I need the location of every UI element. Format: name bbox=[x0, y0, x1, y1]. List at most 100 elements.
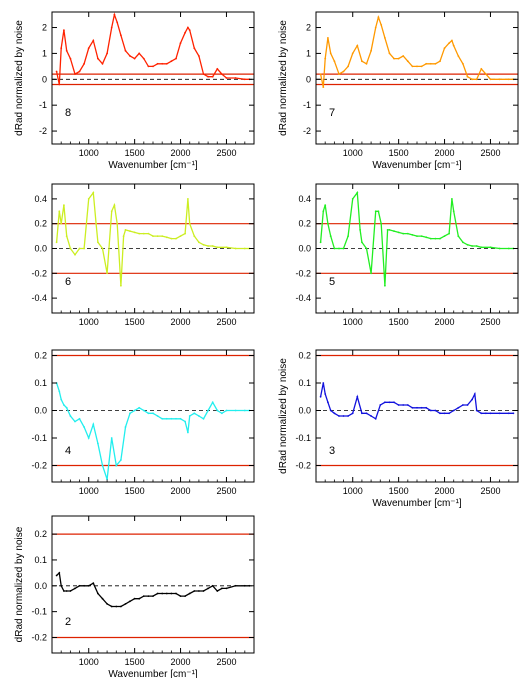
data-point bbox=[361, 60, 363, 63]
data-point bbox=[388, 52, 391, 55]
data-point bbox=[161, 62, 164, 65]
data-point bbox=[498, 247, 501, 250]
x-tick-label: 1500 bbox=[389, 486, 409, 496]
panel-label: 5 bbox=[329, 276, 335, 288]
data-point bbox=[97, 57, 99, 60]
data-point bbox=[243, 409, 246, 412]
y-tick-label: 2 bbox=[306, 23, 311, 33]
data-point bbox=[411, 406, 414, 409]
data-point bbox=[198, 590, 200, 592]
data-point bbox=[402, 55, 405, 57]
data-point bbox=[342, 70, 345, 73]
data-point bbox=[106, 272, 108, 275]
data-point bbox=[356, 44, 359, 47]
data-point bbox=[466, 75, 469, 78]
data-point bbox=[113, 204, 116, 207]
data-point bbox=[110, 605, 113, 608]
data-point bbox=[115, 464, 118, 467]
data-point bbox=[393, 401, 395, 404]
data-point bbox=[498, 78, 501, 81]
data-point bbox=[113, 13, 116, 16]
data-point bbox=[188, 592, 191, 595]
data-point bbox=[124, 426, 127, 428]
data-point bbox=[402, 404, 405, 406]
data-point bbox=[138, 597, 141, 600]
data-point bbox=[69, 415, 72, 417]
data-point bbox=[138, 406, 141, 409]
data-point bbox=[324, 204, 327, 207]
x-tick-label: 2000 bbox=[171, 317, 191, 327]
x-tick-label: 1500 bbox=[125, 657, 145, 667]
data-point bbox=[83, 62, 85, 65]
data-point bbox=[333, 247, 336, 250]
y-tick-label: 0.1 bbox=[34, 555, 47, 565]
data-point bbox=[451, 39, 453, 42]
y-tick-label: 0.2 bbox=[34, 529, 47, 539]
y-tick-label: -2 bbox=[303, 126, 311, 136]
data-point bbox=[216, 590, 219, 592]
data-point bbox=[116, 21, 119, 24]
data-point bbox=[120, 284, 122, 287]
data-point bbox=[225, 246, 228, 249]
data-point bbox=[347, 65, 349, 68]
data-point bbox=[124, 229, 127, 231]
data-point bbox=[443, 235, 446, 238]
series-line bbox=[55, 382, 250, 480]
data-point bbox=[471, 398, 473, 401]
data-point bbox=[457, 235, 460, 238]
data-point bbox=[124, 603, 127, 605]
data-point bbox=[60, 398, 63, 401]
data-point bbox=[361, 412, 363, 415]
data-point bbox=[386, 229, 389, 231]
data-point bbox=[416, 235, 418, 238]
data-point bbox=[156, 235, 159, 238]
y-tick-label: 0.0 bbox=[34, 244, 47, 254]
series-line bbox=[319, 382, 514, 420]
data-point bbox=[462, 404, 464, 406]
data-point bbox=[110, 210, 113, 213]
data-point bbox=[434, 237, 437, 240]
data-point bbox=[457, 406, 460, 409]
data-point bbox=[475, 78, 478, 81]
data-point bbox=[65, 406, 68, 409]
data-point bbox=[170, 60, 173, 63]
data-point bbox=[207, 75, 210, 78]
data-point bbox=[475, 245, 478, 247]
data-point bbox=[379, 404, 382, 406]
data-point bbox=[221, 73, 223, 75]
data-point bbox=[188, 415, 191, 417]
data-point bbox=[198, 55, 200, 57]
data-point bbox=[187, 431, 189, 434]
data-point bbox=[142, 409, 145, 412]
data-point bbox=[106, 478, 108, 481]
x-axis-label: Wavenumber [cm⁻¹] bbox=[108, 160, 198, 171]
data-point bbox=[406, 232, 409, 235]
data-point bbox=[327, 401, 329, 404]
y-tick-label: 0.2 bbox=[298, 351, 311, 361]
data-point bbox=[351, 52, 354, 55]
data-point bbox=[342, 247, 345, 250]
data-point bbox=[402, 232, 405, 235]
data-point bbox=[434, 409, 437, 412]
data-point bbox=[115, 605, 118, 608]
data-point bbox=[462, 241, 464, 244]
data-point bbox=[338, 73, 340, 75]
plot-frame bbox=[51, 11, 255, 145]
plot-frame bbox=[315, 11, 519, 145]
y-axis-label: dRad normalized by noise bbox=[278, 358, 289, 474]
y-tick-label: -0.4 bbox=[295, 293, 311, 303]
data-point bbox=[322, 86, 325, 88]
data-point bbox=[211, 401, 214, 404]
data-point bbox=[452, 409, 455, 412]
x-tick-label: 2500 bbox=[216, 148, 236, 158]
data-point bbox=[216, 409, 219, 412]
y-tick-label: 1 bbox=[42, 48, 47, 58]
data-point bbox=[110, 437, 113, 439]
data-point bbox=[170, 237, 173, 240]
data-point bbox=[243, 78, 246, 81]
data-point bbox=[370, 49, 372, 52]
data-point bbox=[462, 62, 464, 65]
data-point bbox=[448, 42, 450, 44]
data-point bbox=[489, 246, 492, 249]
